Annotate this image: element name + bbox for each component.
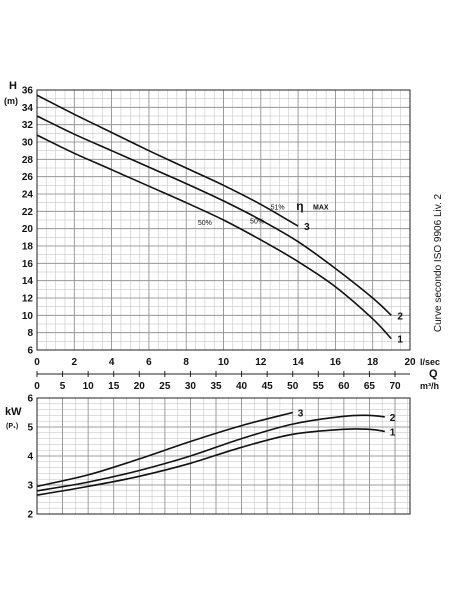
top-y-tick-label: 30	[22, 138, 34, 149]
top-y-tick-label: 28	[22, 155, 34, 166]
m3h-tick-label: 20	[134, 381, 146, 392]
efficiency-marker: 51%	[271, 205, 285, 212]
head-curve-label-2: 2	[397, 311, 403, 322]
top-y-tick-label: 12	[22, 294, 34, 305]
top-x-tick-label: 8	[183, 357, 189, 368]
head-curve-label-1: 1	[397, 335, 403, 346]
m3h-tick-label: 15	[108, 381, 120, 392]
top-x-tick-label: 4	[109, 357, 115, 368]
m3h-tick-label: 5	[60, 381, 66, 392]
bottom-y-axis-unit: (P₁)	[6, 423, 18, 430]
m3h-tick-label: 35	[210, 381, 222, 392]
top-y-tick-label: 24	[22, 190, 34, 201]
bottom-y-tick-label: 5	[27, 423, 33, 434]
head-curve-2	[36, 115, 392, 316]
top-y-tick-label: 34	[22, 103, 34, 114]
m3h-tick-label: 30	[185, 381, 197, 392]
top-y-tick-label: 26	[22, 172, 34, 183]
top-y-tick-label: 22	[22, 207, 34, 218]
top-x-tick-label: 12	[255, 357, 267, 368]
x-axis-q-symbol: Q	[429, 368, 438, 380]
top-x-tick-label: 10	[218, 357, 230, 368]
top-y-axis-label: H	[9, 80, 17, 92]
eta-symbol: η	[296, 199, 303, 213]
top-y-tick-label: 18	[22, 242, 34, 253]
top-x-tick-label: 20	[404, 357, 416, 368]
efficiency-marker: 50%	[250, 218, 264, 225]
top-x-tick-label: 6	[146, 357, 152, 368]
top-x-tick-label: 16	[330, 357, 342, 368]
top-y-tick-label: 6	[27, 346, 33, 357]
top-y-tick-label: 16	[22, 259, 34, 270]
m3h-tick-label: 10	[83, 381, 95, 392]
power-curve-label-1: 1	[390, 427, 396, 438]
bottom-y-tick-label: 2	[27, 510, 33, 521]
head-curve-3	[36, 94, 299, 227]
top-y-tick-label: 20	[22, 224, 34, 235]
top-plot	[36, 89, 411, 377]
x-axis-unit-m3h: m³/h	[420, 381, 439, 391]
bottom-y-tick-label: 6	[27, 394, 33, 405]
m3h-tick-label: 45	[262, 381, 274, 392]
top-x-tick-label: 18	[367, 357, 379, 368]
power-curve-label-2: 2	[390, 413, 396, 424]
m3h-tick-label: 70	[389, 381, 401, 392]
bottom-plot	[36, 397, 411, 515]
bottom-plot-frame	[36, 397, 411, 515]
power-curve-1	[36, 428, 385, 496]
m3h-tick-label: 0	[34, 381, 40, 392]
top-x-tick-label: 0	[34, 357, 40, 368]
bottom-y-tick-label: 3	[27, 481, 33, 492]
power-curve-2	[36, 414, 385, 492]
bottom-y-tick-label: 4	[27, 452, 33, 463]
head-curve-1	[36, 134, 392, 340]
top-y-tick-label: 10	[22, 311, 34, 322]
power-curve-label-3: 3	[298, 409, 304, 420]
m3h-tick-label: 60	[338, 381, 350, 392]
top-y-tick-label: 36	[22, 86, 34, 97]
head-curve-label-3: 3	[304, 222, 310, 233]
iso-side-note: Curve secondo ISO 9906 Liv. 2	[433, 193, 444, 332]
m3h-tick-label: 40	[236, 381, 248, 392]
power-curve-3	[36, 411, 293, 488]
m3h-tick-label: 50	[287, 381, 299, 392]
top-x-tick-label: 2	[72, 357, 78, 368]
top-plot-frame	[36, 89, 411, 351]
efficiency-marker: 50%	[198, 220, 212, 227]
top-x-tick-label: 14	[293, 357, 305, 368]
top-y-tick-label: 32	[22, 120, 34, 131]
m3h-tick-label: 25	[159, 381, 171, 392]
m3h-tick-label: 55	[313, 381, 325, 392]
bottom-y-axis-label: kW	[5, 406, 22, 418]
top-y-tick-label: 8	[27, 328, 33, 339]
eta-max-label: MAX	[313, 205, 329, 212]
top-y-axis-unit: (m)	[4, 96, 18, 106]
top-y-tick-label: 14	[22, 276, 34, 287]
x-axis-unit-lsec: l/sec	[420, 357, 440, 367]
m3h-tick-label: 65	[364, 381, 376, 392]
